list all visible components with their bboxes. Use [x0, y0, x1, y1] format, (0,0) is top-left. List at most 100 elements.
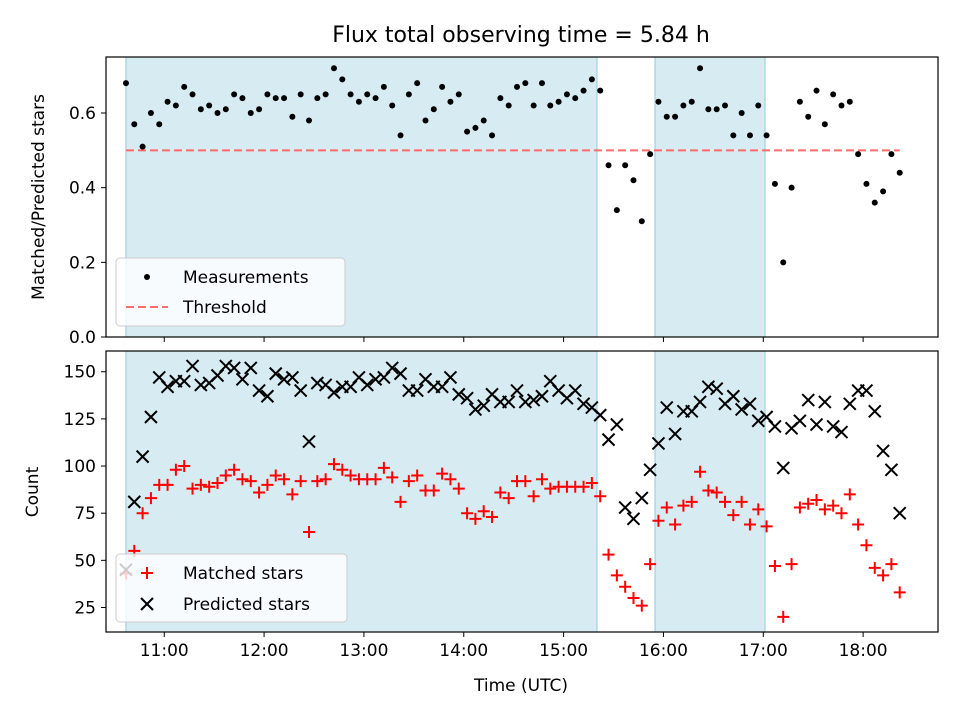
matched-star-point: [677, 499, 690, 512]
predicted-star-point: [269, 366, 283, 381]
predicted-star-point: [277, 372, 291, 386]
measurement-point: [680, 102, 687, 109]
measurement-point: [264, 91, 271, 98]
predicted-star-point: [884, 463, 899, 477]
measurement-point: [505, 102, 512, 109]
matched-star-point: [752, 503, 765, 516]
predicted-star-point: [135, 449, 150, 464]
count-legend: Matched stars Predicted stars: [115, 553, 348, 623]
y-tick-label: 25: [74, 598, 96, 618]
measurement-point: [197, 106, 204, 113]
predicted-star-point: [127, 495, 141, 509]
measurement-point: [181, 83, 188, 90]
predicted-star-point: [793, 414, 807, 428]
x-axis-label: Time (UTC): [473, 676, 568, 696]
x-tick-label: 18:00: [839, 641, 888, 661]
matched-star-point: [244, 475, 257, 488]
predicted-star-point: [826, 419, 840, 434]
predicted-star-point: [768, 419, 782, 434]
predicted-star-point: [593, 408, 607, 422]
measurement-point: [397, 132, 404, 139]
measurement-point: [147, 110, 154, 116]
measurement-point: [364, 91, 371, 98]
y-tick-label: 100: [64, 457, 96, 477]
matched-star-point: [178, 460, 191, 473]
matched-star-point: [394, 495, 407, 508]
measurement-point: [172, 102, 179, 109]
measurement-point: [563, 91, 570, 98]
matched-star-point: [818, 503, 831, 516]
matched-star-point: [594, 490, 607, 503]
count-axis-ticks: 11:00 12:00 13:00 14:00 15:00 16:00 17:00 18:00…: [64, 363, 888, 661]
measurement-point: [447, 98, 454, 105]
matched-star-point: [877, 569, 890, 582]
matched-star-point: [702, 484, 715, 497]
measurement-point: [755, 102, 762, 109]
predicted-star-point: [818, 395, 832, 409]
count-panel: Count Time (UTC) 11:00 12:00 13:00 14:00 15:…: [23, 350, 939, 696]
matched-star-point: [219, 469, 232, 482]
predicted-star-point: [743, 397, 757, 411]
measurement-point: [222, 106, 229, 113]
predicted-star-point: [360, 378, 374, 392]
predicted-star-point: [219, 359, 233, 373]
predicted-star-point: [452, 387, 466, 402]
predicted-star-point: [859, 383, 874, 398]
measurement-point: [439, 83, 446, 90]
predicted-star-point: [618, 500, 632, 515]
measurement-point: [164, 98, 171, 105]
measurement-point: [830, 91, 837, 98]
legend-box: [115, 553, 348, 623]
legend-box: [115, 257, 346, 327]
predicted-star-point: [626, 512, 641, 526]
matched-star-point: [236, 473, 249, 486]
matched-star-point: [444, 473, 457, 486]
legend-predicted-marker: [140, 597, 154, 611]
measurement-point: [239, 95, 246, 102]
matched-star-point: [585, 477, 598, 490]
measurement-point: [430, 106, 437, 113]
predicted-star-point: [734, 402, 749, 417]
predicted-star-point: [252, 383, 266, 398]
measurement-point: [663, 113, 670, 120]
matched-star-point: [602, 548, 615, 561]
y-tick-label: 75: [74, 504, 96, 524]
matched-star-point: [427, 484, 440, 497]
measurement-point: [156, 121, 163, 128]
matched-star-point: [635, 599, 648, 612]
measurement-point: [472, 124, 479, 131]
observing-interval-shade: [655, 57, 765, 337]
measurement-point: [572, 95, 579, 102]
predicted-star-point: [501, 395, 516, 409]
matched-star-point: [885, 558, 898, 571]
predicted-star-point: [302, 434, 316, 449]
matched-star-point: [835, 507, 848, 520]
measurement-point: [214, 110, 221, 116]
measurement-point: [888, 151, 895, 158]
measurement-point: [514, 83, 521, 90]
predicted-star-point: [660, 400, 674, 415]
count-data-points: [119, 359, 907, 623]
predicted-star-point: [285, 370, 300, 385]
x-tick-label: 15:00: [539, 641, 588, 661]
predicted-star-point: [668, 427, 682, 441]
matched-star-point: [694, 465, 707, 478]
predicted-star-point: [643, 463, 657, 477]
ratio-data-points: [122, 65, 903, 266]
matched-star-point: [777, 610, 790, 623]
measurement-point: [697, 65, 704, 72]
y-tick-label: 50: [74, 551, 96, 571]
measurement-point: [538, 80, 545, 87]
matched-star-point: [461, 507, 474, 520]
matched-star-point: [727, 509, 740, 522]
predicted-star-point: [443, 370, 458, 385]
y-tick-label: 0.6: [69, 104, 96, 124]
matched-star-point: [735, 495, 748, 508]
matched-star-point: [719, 495, 732, 508]
measurement-point: [480, 117, 487, 124]
ratio-axis-ticks: 0.0 0.2 0.4 0.6: [69, 104, 864, 348]
measurement-point: [414, 80, 421, 87]
ratio-legend: Measurements Threshold: [115, 257, 346, 327]
measurement-point: [730, 132, 737, 139]
matched-star-point: [436, 467, 449, 480]
